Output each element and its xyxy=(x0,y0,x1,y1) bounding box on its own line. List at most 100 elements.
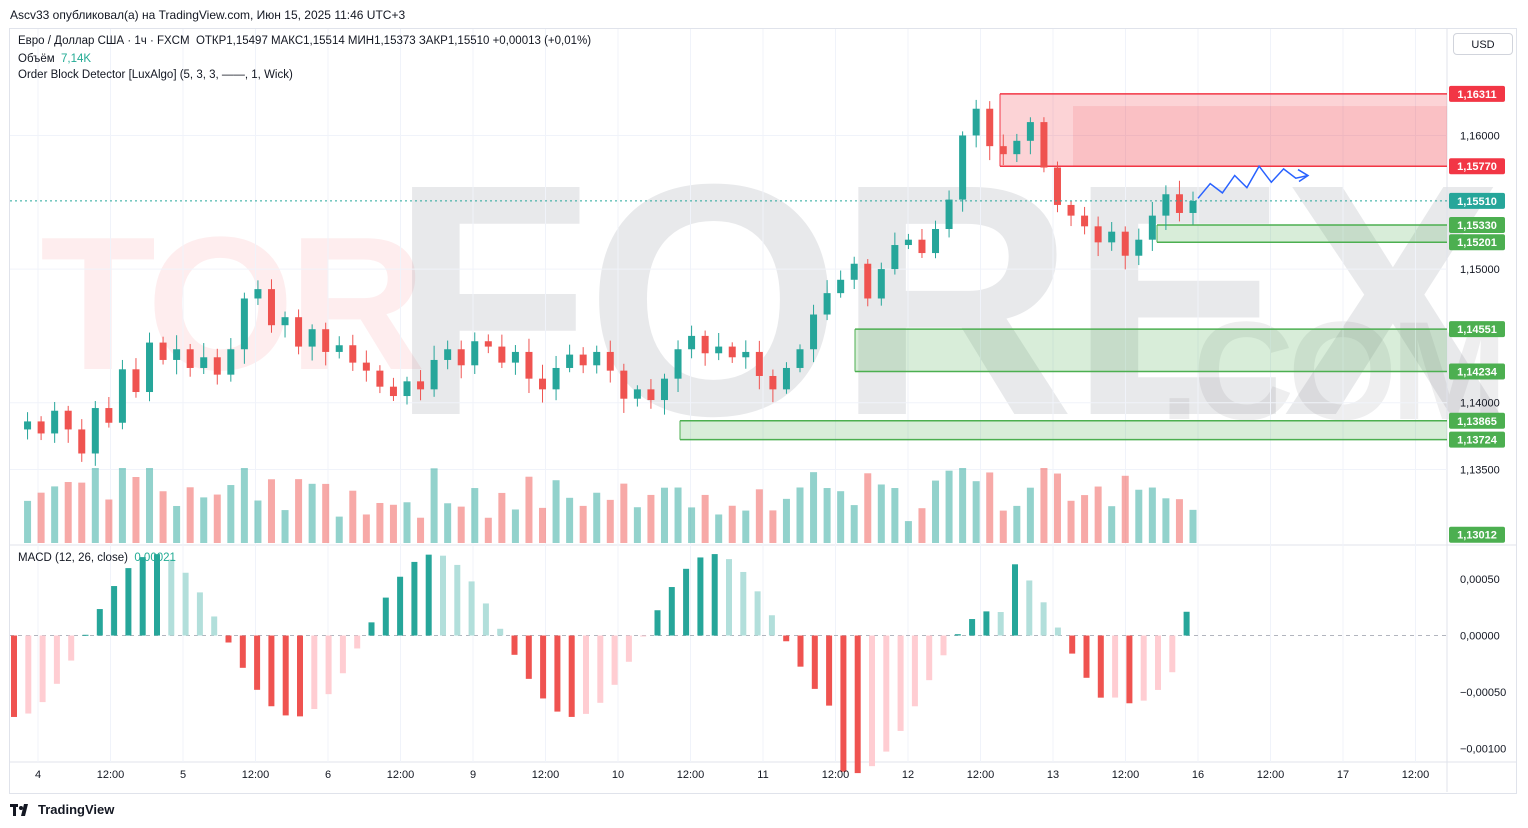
candle-body xyxy=(200,357,208,368)
macd-bar xyxy=(1054,627,1061,636)
macd-bar xyxy=(111,586,118,636)
macd-bar xyxy=(425,554,432,636)
candle-body xyxy=(1013,140,1021,155)
macd-value: 0,00021 xyxy=(134,552,176,564)
candle-body xyxy=(362,362,370,371)
macd-bar xyxy=(53,635,60,684)
candle-body xyxy=(674,349,682,379)
macd-bar xyxy=(897,635,904,731)
volume-label[interactable]: Объём xyxy=(18,53,55,65)
macd-bar xyxy=(1183,611,1190,636)
macd-bar xyxy=(940,635,947,656)
macd-bar xyxy=(997,612,1004,636)
price-label-text: 1,15201 xyxy=(1457,237,1497,249)
volume-bar xyxy=(539,507,547,543)
macd-bar xyxy=(1069,635,1076,654)
macd-tick-label: 0,00000 xyxy=(1460,631,1500,643)
candle-body xyxy=(823,293,831,315)
volume-bar xyxy=(51,486,59,543)
volume-bar xyxy=(430,468,438,543)
volume-bar xyxy=(593,492,601,543)
macd-bar xyxy=(840,635,847,772)
volume-bar xyxy=(877,484,885,543)
volume-bar xyxy=(959,468,967,543)
candle-body xyxy=(173,349,181,360)
candle-body xyxy=(457,349,465,366)
volume-bar xyxy=(904,521,912,543)
macd-bar xyxy=(525,635,532,679)
candle-body xyxy=(146,342,154,393)
candle-body xyxy=(132,369,140,393)
macd-bar xyxy=(568,635,575,717)
macd-bar xyxy=(826,635,833,706)
macd-bar xyxy=(411,561,418,636)
macd-bar xyxy=(11,635,17,717)
chart-frame xyxy=(9,28,1517,794)
brand-label: TradingView xyxy=(38,802,115,817)
volume-bar xyxy=(715,514,723,543)
time-tick-label: 12:00 xyxy=(387,769,415,781)
candle-body xyxy=(105,408,113,423)
macd-bar xyxy=(196,592,203,636)
candle-body xyxy=(891,245,899,270)
volume-bar xyxy=(227,485,235,543)
candle-body xyxy=(1108,231,1116,243)
macd-bar xyxy=(168,559,175,636)
macd-bar xyxy=(382,597,389,636)
macd-bar xyxy=(983,611,990,636)
macd-tick-label: 0,00050 xyxy=(1460,574,1500,586)
candle-body xyxy=(633,389,641,399)
macd-tick-label: −0,00100 xyxy=(1460,744,1506,756)
macd-bar xyxy=(354,635,361,649)
volume-bar xyxy=(376,502,384,543)
macd-bar xyxy=(1155,635,1161,690)
macd-bar xyxy=(325,635,332,695)
time-tick-label: 10 xyxy=(612,769,624,781)
indicator-label[interactable]: Order Block Detector [LuxAlgo] (5, 3, 3,… xyxy=(18,69,293,81)
volume-bar xyxy=(1067,500,1075,543)
price-label-bear: 1,15770 xyxy=(1449,158,1505,175)
volume-bar xyxy=(864,473,872,543)
volume-bar xyxy=(850,505,858,543)
price-axis: 1,16000 1,15000 1,14000 1,13500 0,00050 0,000… xyxy=(1449,85,1506,756)
candle-body xyxy=(1094,226,1102,243)
candle-body xyxy=(552,367,560,390)
candle-body xyxy=(1162,194,1170,216)
macd-bar xyxy=(154,554,160,636)
macd-bar xyxy=(726,559,732,636)
time-axis: 4 12:00 5 12:00 6 12:00 9 12:00 10 12:00 11 12:00 12… xyxy=(35,769,1429,781)
candle-body xyxy=(904,239,912,246)
candle-body xyxy=(240,298,248,350)
currency-button[interactable]: USD xyxy=(1453,33,1513,55)
price-label-bull: 1,13865 xyxy=(1449,412,1505,429)
time-tick-label: 11 xyxy=(757,769,768,781)
macd-bar xyxy=(182,572,189,636)
candle-body xyxy=(742,351,750,358)
volume-bar xyxy=(1026,487,1034,543)
macd-bar xyxy=(397,576,404,636)
candle-body xyxy=(118,369,126,423)
candle-body xyxy=(782,367,790,390)
price-label-bull: 1,14234 xyxy=(1449,363,1505,380)
candle-body xyxy=(715,346,723,354)
tradingview-brand[interactable]: TradingView xyxy=(10,802,114,817)
price-label-bg xyxy=(1449,526,1505,543)
volume-bar xyxy=(972,481,980,543)
candle-body xyxy=(769,375,777,390)
candle-body xyxy=(579,354,587,366)
time-tick-label: 9 xyxy=(470,769,476,781)
candle-body xyxy=(254,289,262,299)
price-label-bg xyxy=(1449,158,1505,175)
symbol-title[interactable]: Евро / Доллар США · 1ч · FXCM xyxy=(18,35,190,47)
volume-bar xyxy=(688,507,696,543)
price-label-text: 1,15770 xyxy=(1457,161,1497,173)
candle-body xyxy=(1040,122,1048,168)
macd-label[interactable]: MACD (12, 26, close) xyxy=(18,552,128,564)
time-tick-label: 17 xyxy=(1337,769,1349,781)
legend-symbol-row: Евро / Доллар США · 1ч · FXCM ОТКР1,1549… xyxy=(18,35,591,47)
candle-body xyxy=(281,317,289,326)
volume-bar xyxy=(1189,509,1197,543)
macd-bar xyxy=(768,615,775,636)
price-label-bull: 1,14551 xyxy=(1449,321,1505,338)
